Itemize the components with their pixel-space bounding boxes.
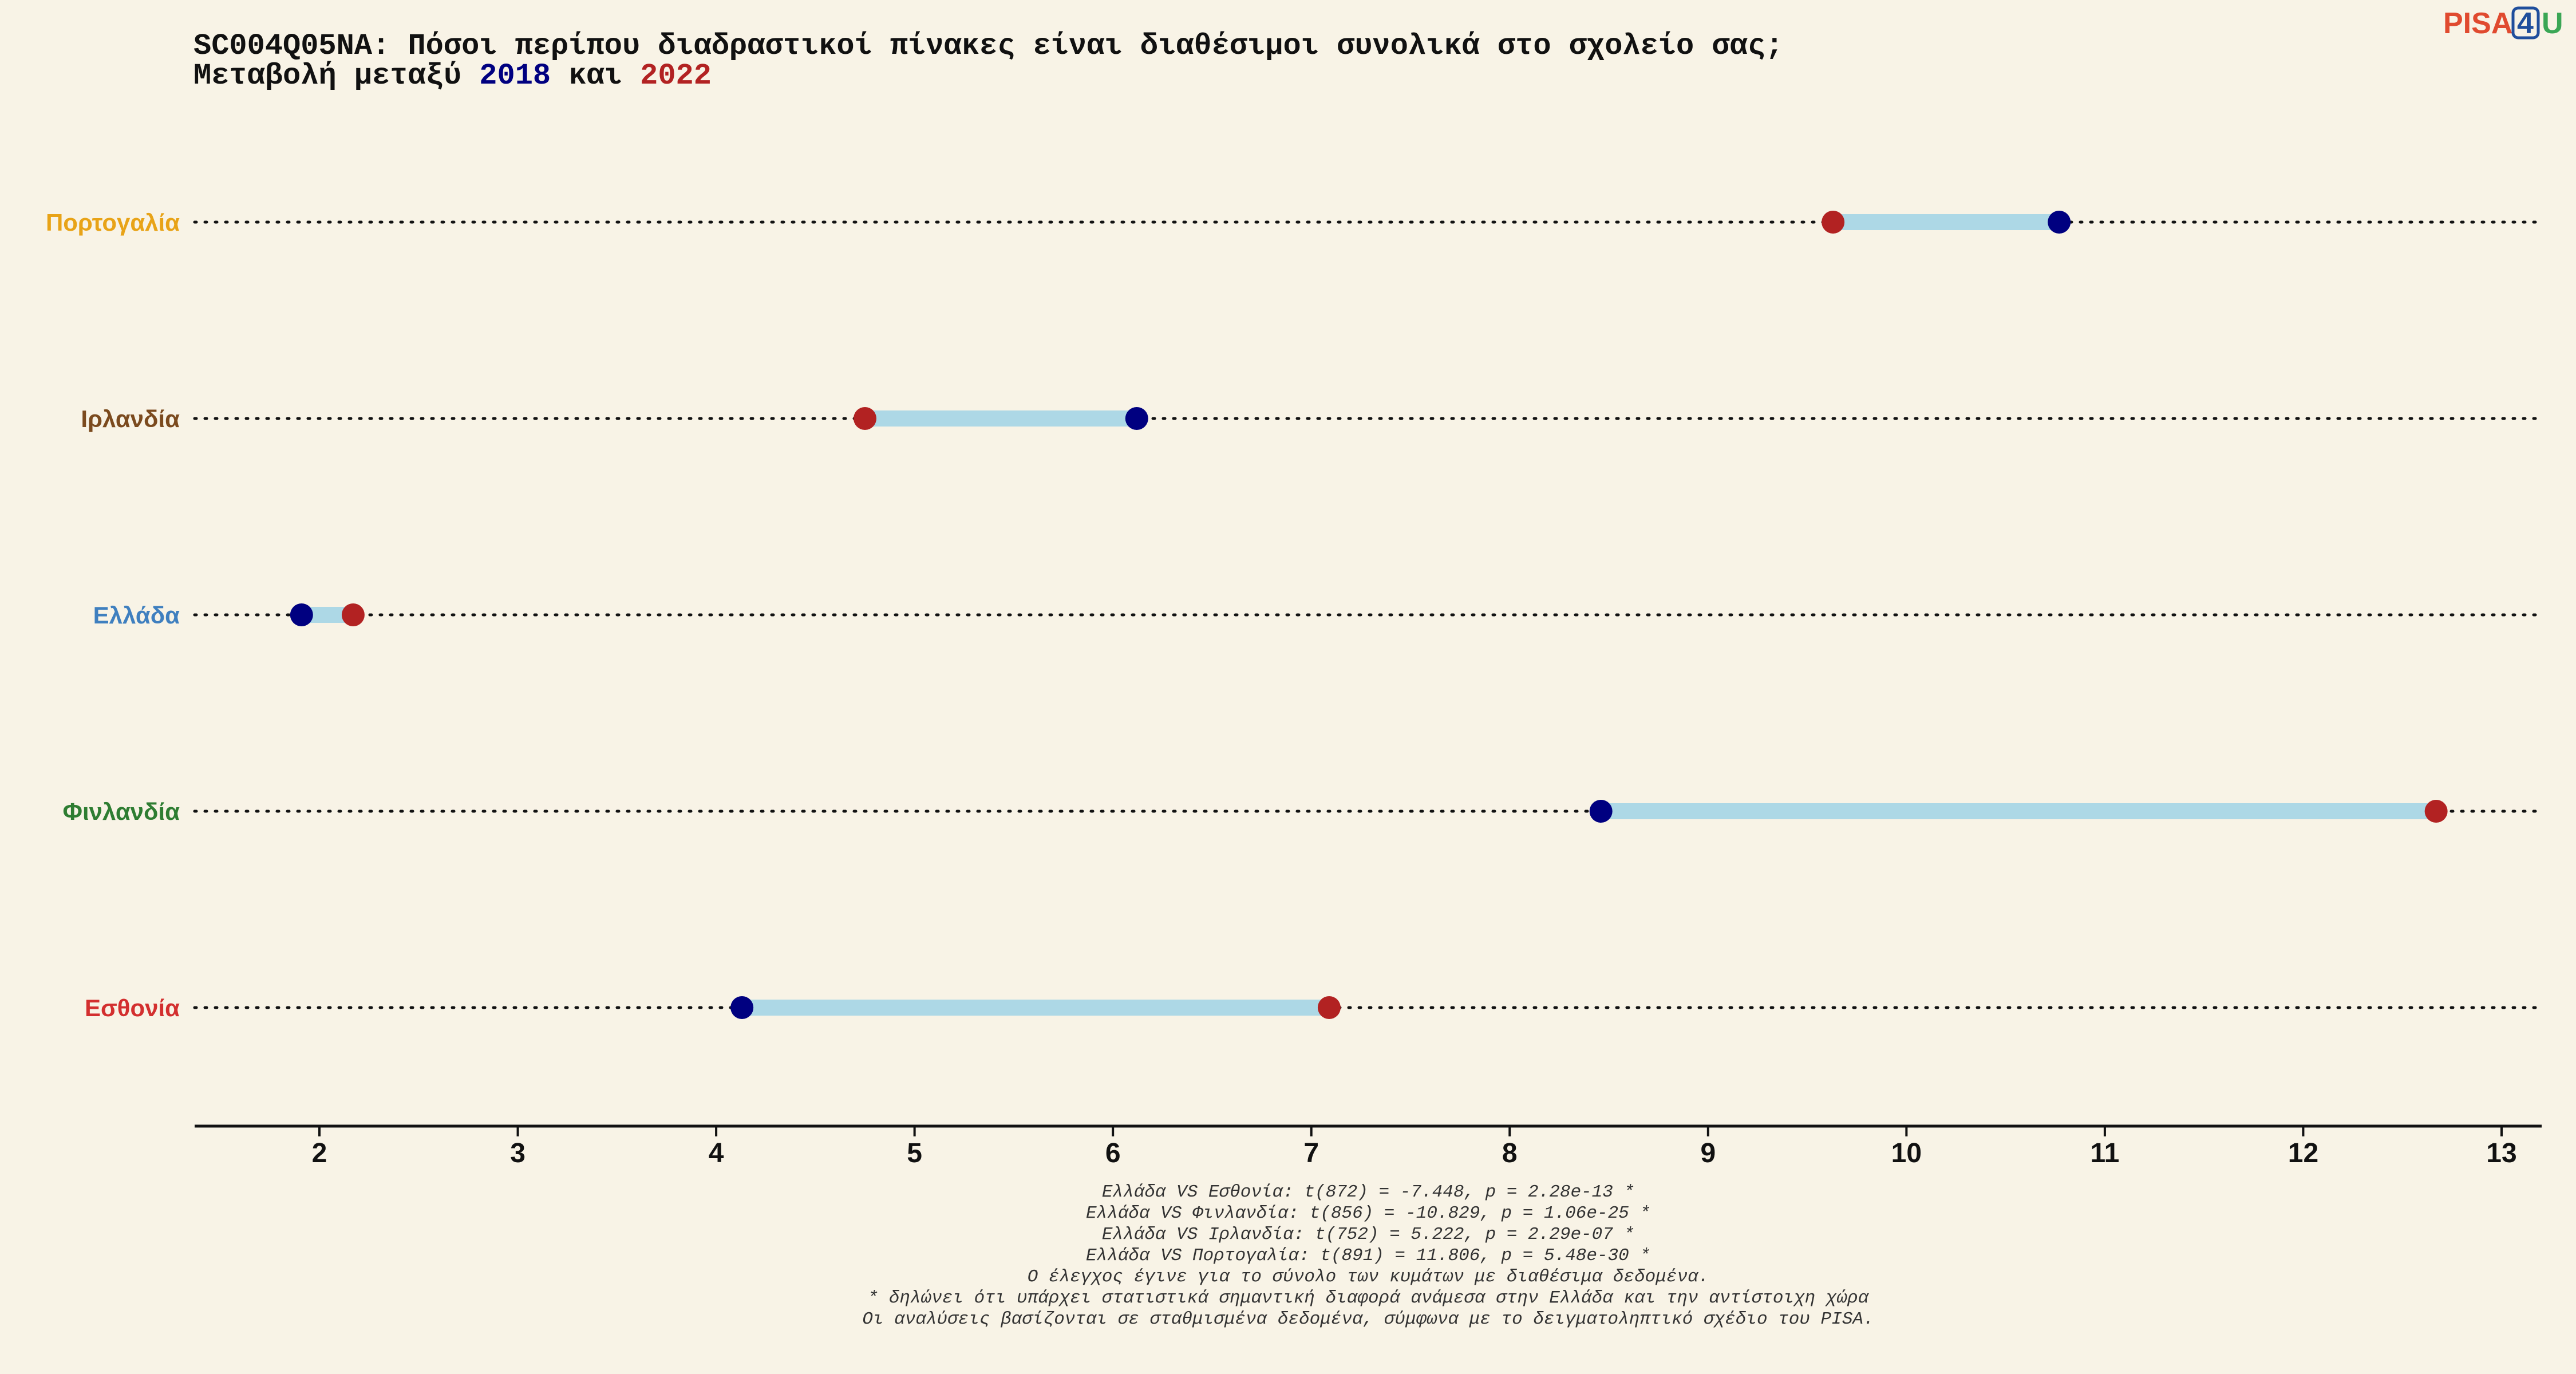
- footnotes: Ελλάδα VS Εσθονία: t(872) = -7.448, p = …: [862, 1182, 1874, 1329]
- logo-part2: 4: [2517, 7, 2534, 40]
- title-year-2022: 2022: [640, 59, 712, 93]
- chart-row: Εσθονία: [85, 994, 2543, 1021]
- logo-part3: U: [2542, 7, 2563, 40]
- title-line2-prefix: Μεταβολή μεταξύ: [193, 59, 479, 93]
- x-tick-label: 13: [2486, 1138, 2516, 1168]
- point-2018: [1589, 800, 1613, 823]
- x-tick-label: 3: [510, 1138, 526, 1168]
- point-2018: [2048, 211, 2071, 234]
- country-label: Φινλανδία: [63, 798, 180, 825]
- point-2018: [1125, 407, 1148, 430]
- x-tick-label: 10: [1891, 1138, 1922, 1168]
- x-tick-label: 8: [1502, 1138, 1518, 1168]
- footnote-line: Οι αναλύσεις βασίζονται σε σταθμισμένα δ…: [862, 1309, 1874, 1329]
- pisa4u-logo: PISA 4 U: [2443, 6, 2563, 40]
- title-year-2018: 2018: [479, 59, 551, 93]
- footnote-line: Ελλάδα VS Πορτογαλία: t(891) = 11.806, p…: [1086, 1246, 1650, 1266]
- logo-part1: PISA: [2443, 7, 2512, 40]
- x-tick-label: 12: [2288, 1138, 2318, 1168]
- point-2022: [1317, 996, 1341, 1019]
- country-label: Πορτογαλία: [46, 209, 180, 236]
- x-tick-label: 7: [1303, 1138, 1319, 1168]
- country-label: Ελλάδα: [93, 602, 180, 629]
- x-tick-label: 11: [2091, 1138, 2120, 1168]
- country-label: Εσθονία: [85, 994, 180, 1021]
- point-2022: [1822, 211, 1845, 234]
- chart-row: Ελλάδα: [93, 602, 2543, 629]
- logo-box: [2511, 6, 2540, 40]
- footnote-line: Ελλάδα VS Εσθονία: t(872) = -7.448, p = …: [1102, 1182, 1634, 1202]
- x-tick-label: 5: [907, 1138, 922, 1168]
- point-2022: [854, 407, 876, 430]
- x-tick-label: 2: [312, 1138, 327, 1168]
- chart-rows: Πορτογαλία Ιρλανδία Ελλάδα Φινλανδία Εσθονία: [46, 209, 2543, 1021]
- x-tick-label: 4: [709, 1138, 724, 1168]
- point-2018: [290, 603, 313, 626]
- chart-title-line1: SC004Q05NA: Πόσοι περίπου διαδραστικοί π…: [193, 29, 1783, 63]
- x-tick-label: 9: [1700, 1138, 1716, 1168]
- country-label: Ιρλανδία: [81, 405, 180, 432]
- footnote-line: Ελλάδα VS Ιρλανδία: t(752) = 5.222, p = …: [1102, 1225, 1634, 1245]
- point-2022: [2424, 800, 2448, 823]
- x-axis-ticks: 2 3 4 5 6 7 8 9 10 11 12 13: [312, 1126, 2517, 1168]
- footnote-line: * δηλώνει ότι υπάρχει στατιστικά σημαντι…: [868, 1288, 1870, 1308]
- title-line2-mid: και: [551, 59, 640, 93]
- footnote-line: Ελλάδα VS Φινλανδία: t(856) = -10.829, p…: [1086, 1203, 1650, 1223]
- point-2022: [341, 603, 365, 626]
- chart-row: Ιρλανδία: [81, 405, 2543, 432]
- chart-row: Πορτογαλία: [46, 209, 2543, 236]
- x-tick-label: 6: [1105, 1138, 1121, 1168]
- footnote-line: Ο έλεγχος έγινε για το σύνολο των κυμάτω…: [1028, 1267, 1709, 1287]
- chart-title-line2: Μεταβολή μεταξύ 2018 και 2022: [193, 59, 712, 93]
- point-2018: [730, 996, 754, 1019]
- chart-row: Φινλανδία: [63, 798, 2543, 825]
